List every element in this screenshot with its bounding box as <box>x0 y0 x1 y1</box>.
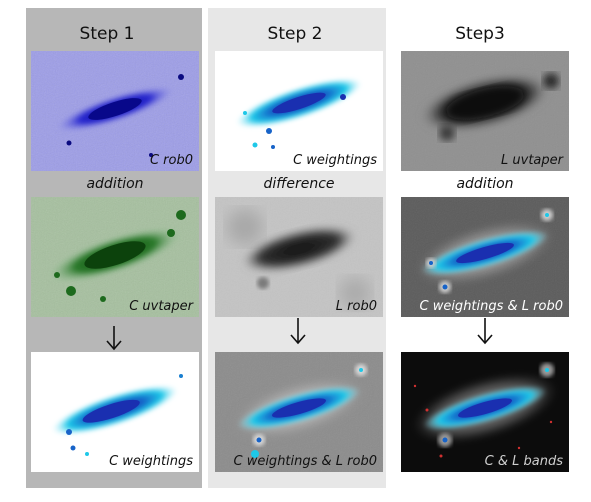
panel-c-uvtaper: C uvtaper <box>31 197 199 317</box>
down-arrow-icon <box>106 326 122 351</box>
caption-c-weightings-step2: C weightings <box>293 153 377 168</box>
caption-l-rob0: L rob0 <box>335 299 377 314</box>
panel-l-uvtaper: L uvtaper <box>401 51 569 171</box>
caption-c-weightings-l-rob0-step3: C weightings & L rob0 <box>419 299 563 314</box>
caption-c-weightings-step1: C weightings <box>109 454 193 469</box>
panel-c-rob0: C rob0 <box>31 51 199 171</box>
down-arrow-icon <box>477 318 493 345</box>
panel-c-weightings-result: C weightings <box>31 352 199 472</box>
caption-c-uvtaper: C uvtaper <box>129 299 193 314</box>
operation-step2: difference <box>263 176 335 192</box>
caption-c-rob0: C rob0 <box>149 153 193 168</box>
step3-title: Step3 <box>455 24 505 44</box>
step2-title: Step 2 <box>267 24 323 44</box>
panel-l-rob0: L rob0 <box>215 197 383 317</box>
caption-c-weightings-l-rob0-step2: C weightings & L rob0 <box>233 454 377 469</box>
operation-step1: addition <box>86 176 144 192</box>
panel-c-weightings-l-rob0-step3: C weightings & L rob0 <box>401 197 569 317</box>
caption-l-uvtaper: L uvtaper <box>501 153 563 168</box>
caption-c-and-l-bands: C & L bands <box>484 454 563 469</box>
panel-c-and-l-bands: C & L bands <box>401 352 569 472</box>
panel-c-weightings: C weightings <box>215 51 383 171</box>
operation-step3: addition <box>456 176 514 192</box>
down-arrow-icon <box>290 318 306 345</box>
panel-c-weightings-l-rob0-step2: C weightings & L rob0 <box>215 352 383 472</box>
step1-title: Step 1 <box>79 24 135 44</box>
